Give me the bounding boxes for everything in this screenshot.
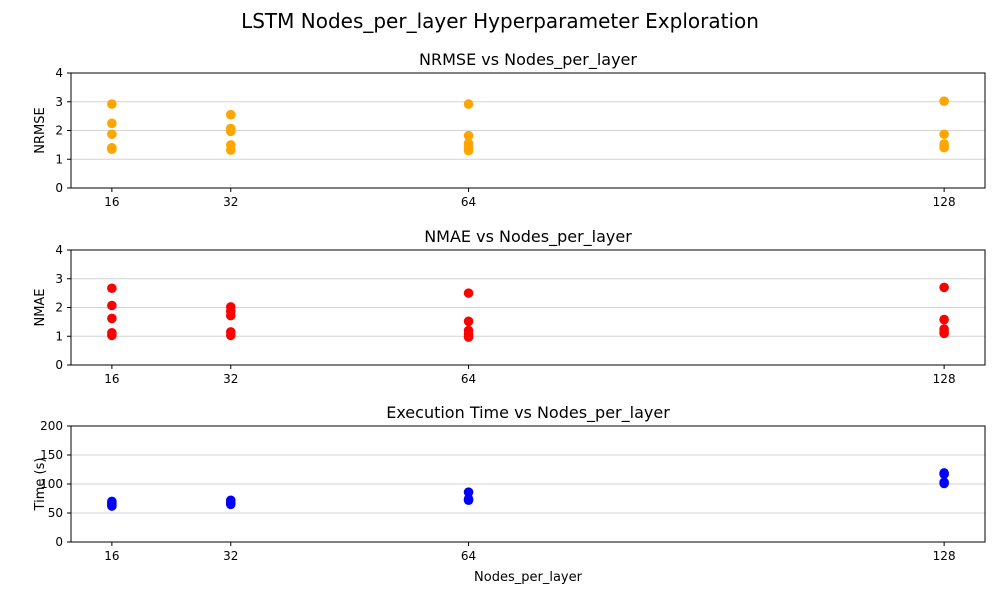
y-axis-label: Time (s) — [33, 458, 48, 512]
x-axis-label: Nodes_per_layer — [474, 570, 583, 585]
subplot-title: NRMSE vs Nodes_per_layer — [419, 50, 637, 70]
data-point — [463, 145, 474, 156]
subplot-1: 0 1 2 3 4 16 32 64 128 NRMSE vs Nodes_per_layer NR… — [33, 50, 986, 209]
data-point — [225, 109, 236, 120]
y-tick-label: 0 — [55, 535, 63, 549]
y-tick-label: 3 — [55, 272, 63, 286]
data-point — [107, 313, 117, 324]
y-axis-label: NRMSE — [33, 107, 48, 153]
data-point — [225, 145, 236, 155]
x-tick-label: 64 — [461, 549, 476, 563]
data-point — [107, 283, 117, 294]
y-tick-label: 100 — [40, 477, 63, 491]
plot-frame — [70, 72, 986, 189]
y-tick-label: 0 — [55, 181, 63, 195]
y-tick-label: 4 — [55, 243, 63, 257]
data-point — [463, 99, 474, 109]
y-axis-label: NMAE — [33, 288, 48, 326]
subplot-title: NMAE vs Nodes_per_layer — [424, 227, 632, 247]
x-tick-label: 128 — [933, 549, 956, 563]
y-tick-label: 4 — [55, 66, 63, 80]
x-tick-label: 64 — [461, 195, 476, 209]
data-point — [939, 129, 949, 140]
plot-frame — [70, 249, 986, 366]
data-point — [939, 328, 949, 339]
subplot-2: 0 1 2 3 4 16 32 64 128 NMAE vs Nodes_per_layer NMA… — [33, 227, 986, 386]
data-point — [107, 144, 117, 154]
data-point — [463, 495, 474, 506]
x-tick-label: 64 — [461, 372, 476, 386]
y-tick-label: 150 — [40, 448, 63, 462]
x-tick-label: 32 — [223, 549, 238, 563]
x-tick-label: 32 — [223, 195, 238, 209]
data-point — [939, 314, 949, 325]
data-point — [107, 300, 117, 311]
data-point — [107, 501, 117, 511]
subplot-title: Execution Time vs Nodes_per_layer — [386, 403, 670, 423]
data-point — [463, 130, 474, 141]
x-tick-label: 16 — [104, 549, 119, 563]
x-tick-label: 16 — [104, 195, 119, 209]
data-point — [463, 288, 474, 298]
y-tick-label: 50 — [48, 506, 63, 520]
data-point — [107, 99, 117, 109]
figure-title: LSTM Nodes_per_layer Hyperparameter Expl… — [241, 9, 759, 33]
y-tick-label: 3 — [55, 95, 63, 109]
data-point — [107, 129, 117, 140]
data-point — [463, 487, 474, 497]
y-tick-label: 0 — [55, 358, 63, 372]
y-tick-label: 1 — [55, 329, 63, 343]
x-tick-label: 128 — [933, 195, 956, 209]
y-tick-label: 2 — [55, 301, 63, 315]
data-point — [225, 126, 236, 137]
x-tick-label: 32 — [223, 372, 238, 386]
x-tick-label: 128 — [933, 372, 956, 386]
data-point — [939, 469, 949, 479]
data-point — [939, 142, 949, 153]
data-point — [107, 330, 117, 341]
data-point — [107, 118, 117, 129]
plot-frame — [70, 425, 986, 543]
y-tick-label: 2 — [55, 124, 63, 138]
data-point — [939, 478, 949, 489]
y-tick-label: 1 — [55, 152, 63, 166]
data-point — [463, 316, 474, 327]
data-point — [225, 499, 236, 510]
data-point — [225, 330, 236, 341]
data-point — [225, 310, 236, 321]
data-point — [939, 96, 949, 106]
subplot-3: 0 50 100 150 200 16 32 64 128 Execution Time vs N… — [33, 403, 986, 585]
y-tick-label: 200 — [40, 419, 63, 433]
data-point — [939, 282, 949, 293]
x-tick-label: 16 — [104, 372, 119, 386]
data-point — [463, 332, 474, 342]
